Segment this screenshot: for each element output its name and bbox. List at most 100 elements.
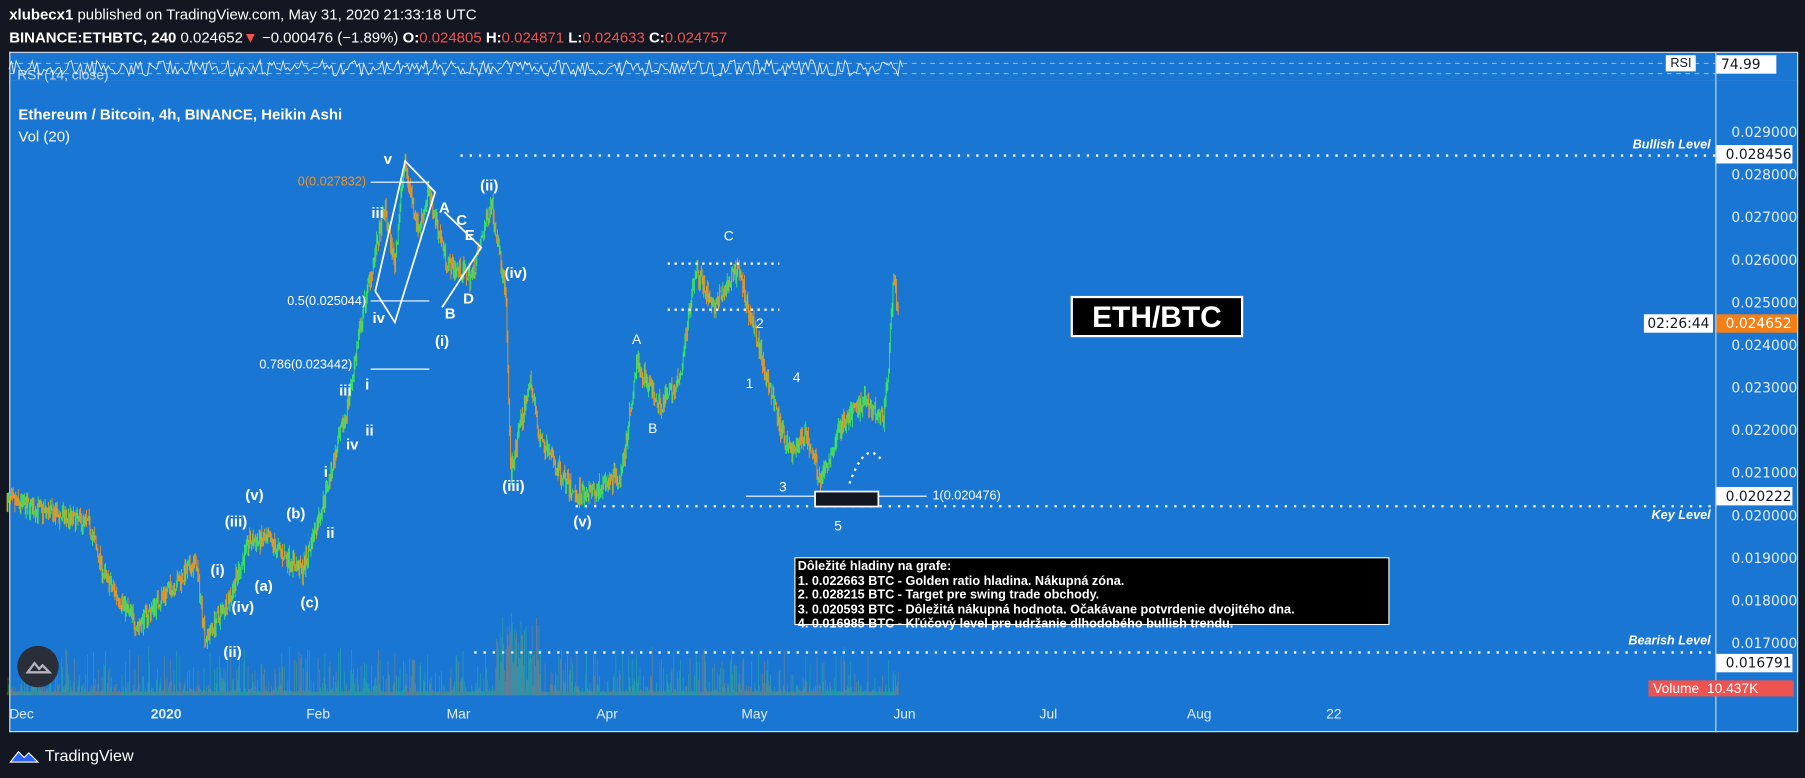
volume-bar [630, 687, 631, 696]
volume-bar [517, 666, 518, 696]
volume-bar [467, 691, 469, 696]
volume-bar [130, 691, 132, 696]
volume-bar [830, 686, 832, 696]
volume-bar [296, 691, 298, 696]
volume-bar [82, 691, 84, 696]
volume-bar [207, 684, 209, 696]
high-label: H: [485, 28, 502, 47]
volume-bar [150, 690, 151, 696]
volume-bar [435, 691, 437, 696]
low-value: 0.024633 [582, 28, 645, 47]
volume-bar [833, 677, 835, 696]
volume-bar [175, 691, 176, 696]
notes-box[interactable]: Dôležité hladiny na grafe: 1. 0.022663 B… [794, 557, 1390, 631]
volume-bar [516, 632, 517, 696]
volume-bar [806, 681, 808, 696]
volume-bar [233, 689, 235, 696]
volume-bar [174, 684, 176, 696]
volume-bar [561, 691, 563, 696]
price-tick: 0.017000 [1731, 635, 1798, 652]
volume-bar [624, 691, 625, 696]
volume-bar [691, 689, 693, 696]
volume-bar [668, 685, 669, 696]
volume-bar [277, 686, 279, 696]
volume-bar [131, 691, 132, 696]
volume-bar [760, 691, 762, 696]
volume-bar [881, 690, 883, 696]
volume-bar [637, 683, 638, 696]
price-change: −0.000476 (−1.89%) [261, 28, 399, 47]
volume-bar [309, 690, 311, 696]
volume-bar [21, 681, 23, 696]
volume-bar [775, 691, 776, 696]
volume-bar [141, 691, 143, 696]
volume-bar [287, 680, 289, 696]
volume-bar [541, 691, 543, 696]
volume-bar [160, 677, 162, 696]
close-label: C: [648, 28, 665, 47]
volume-bar [545, 691, 547, 696]
volume-bar [548, 691, 549, 696]
volume-bar [301, 654, 302, 696]
volume-bar [490, 691, 492, 696]
price-tick: 0.022000 [1731, 422, 1798, 439]
volume-bar [346, 691, 348, 696]
volume-bar [814, 685, 816, 696]
volume-bar [156, 679, 157, 696]
snapshot-logo-button[interactable] [17, 645, 59, 688]
price-tick: 0.020000 [1731, 507, 1798, 524]
volume-bar [342, 691, 344, 696]
tradingview-brand[interactable]: TradingView [9, 744, 134, 767]
volume-bar [542, 690, 543, 696]
volume-bar [55, 675, 56, 696]
volume-bar [706, 688, 707, 696]
volume-bar [675, 688, 676, 696]
volume-bar [227, 690, 229, 696]
volume-bar [9, 680, 11, 696]
volume-bar [846, 685, 848, 696]
volume-bar [629, 677, 631, 696]
volume-bar [893, 670, 895, 696]
volume-bar [41, 690, 43, 696]
volume-bar [220, 677, 222, 696]
rsi-line [8, 58, 903, 78]
publisher[interactable]: xlubecx1 [9, 5, 74, 24]
volume-bar [794, 691, 795, 696]
volume-bar [449, 678, 451, 696]
volume-bar [378, 683, 380, 696]
volume-bar [647, 687, 649, 696]
volume-bar [598, 685, 599, 696]
volume-bar [137, 655, 139, 696]
volume-bar [754, 682, 756, 696]
volume-bar [472, 691, 474, 696]
volume-bar [624, 691, 626, 696]
volume-bar [776, 691, 777, 696]
volume-bar [722, 686, 724, 696]
wave-label: (b) [286, 504, 306, 523]
volume-bar [782, 685, 784, 696]
volume-bar [750, 686, 751, 696]
price-axis[interactable] [1715, 80, 1799, 733]
close-value: 0.024757 [664, 28, 728, 47]
volume-bar [788, 691, 789, 696]
volume-bar [13, 691, 15, 696]
pair-label-box[interactable]: ETH/BTC [1070, 295, 1244, 338]
volume-bar [735, 691, 737, 696]
volume-bar [283, 691, 284, 696]
volume-bar [285, 690, 287, 696]
volume-bar [201, 691, 203, 696]
volume-bar [725, 691, 727, 696]
volume-bar [555, 689, 557, 696]
volume-bar [69, 680, 71, 696]
volume-bar [229, 691, 231, 696]
volume-bar [223, 667, 225, 696]
volume-bar [786, 691, 788, 696]
volume-bar [417, 691, 419, 696]
volume-bar [331, 689, 333, 696]
volume-bar [195, 686, 197, 696]
volume-bar [441, 670, 442, 696]
volume-bar [422, 679, 424, 696]
volume-bar [719, 668, 721, 696]
volume-bar [586, 652, 587, 696]
volume-bar [213, 669, 215, 696]
